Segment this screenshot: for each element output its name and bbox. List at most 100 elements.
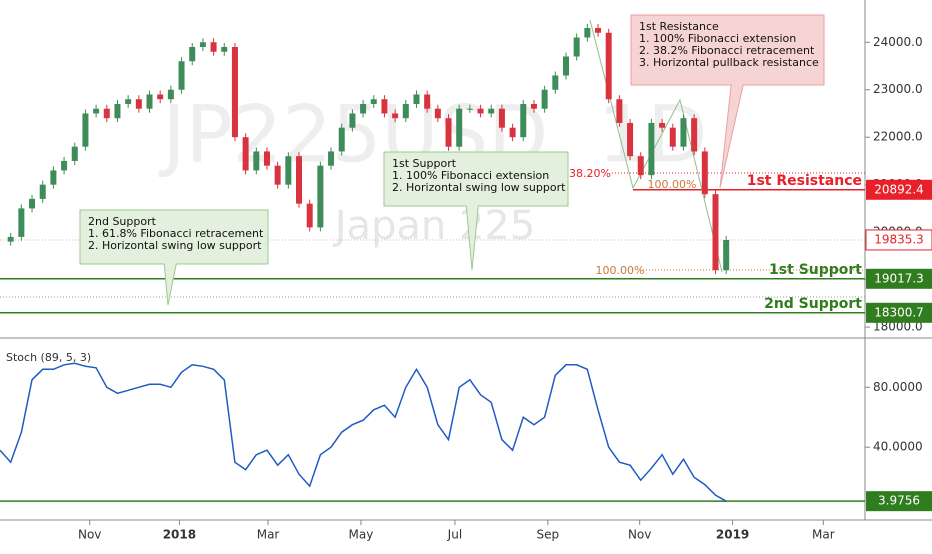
last-price-box [865, 229, 932, 251]
candle [627, 122, 634, 157]
callout-text: 3. Horizontal pullback resistance [639, 56, 819, 69]
candle [167, 89, 174, 100]
candle [210, 42, 217, 52]
x-tick-label: 2018 [163, 528, 196, 542]
callout-text: 2. Horizontal swing low support [392, 181, 566, 194]
candle [541, 89, 548, 109]
y-tick-label: 18000.0 [873, 320, 923, 334]
candle [50, 170, 57, 185]
candle [498, 108, 505, 128]
candle [29, 198, 36, 209]
last-price: 19835.3 [874, 232, 924, 246]
candle [392, 113, 399, 119]
callout-text: 1. 61.8% Fibonacci retracement [88, 227, 264, 240]
candle [477, 108, 484, 114]
candle [7, 236, 14, 242]
candle [402, 103, 409, 119]
candle [573, 37, 580, 57]
x-tick-label: Jul [447, 528, 462, 542]
candle [18, 208, 25, 237]
candle [39, 184, 46, 199]
candle [82, 113, 89, 147]
candle [712, 194, 719, 271]
candle [178, 61, 185, 90]
x-tick-label: Nov [628, 528, 651, 542]
candle [199, 42, 206, 47]
fib-label: 38.20% [569, 167, 611, 180]
callout [630, 14, 825, 189]
candle [360, 103, 367, 114]
candle [125, 99, 132, 104]
x-tick-label: Mar [257, 528, 280, 542]
x-tick-label: Sep [537, 528, 560, 542]
callout-text: 1. 100% Fibonacci extension [392, 169, 549, 182]
y-tick-label: 24000.0 [873, 35, 923, 49]
level-value-box [866, 179, 932, 200]
candle [93, 108, 100, 114]
candle [605, 32, 612, 100]
level-value: 20892.4 [874, 182, 924, 196]
candle [103, 108, 110, 119]
candle [296, 156, 303, 204]
y-tick-label: 23000.0 [873, 82, 923, 96]
candle [434, 108, 441, 119]
fib-guide [589, 19, 723, 273]
x-tick-label: May [349, 528, 374, 542]
callout [383, 151, 569, 271]
candle [370, 99, 377, 104]
candle [445, 118, 452, 147]
candle [669, 127, 676, 147]
x-tick-label: Nov [78, 528, 101, 542]
candle [466, 108, 473, 110]
candle [328, 151, 335, 166]
candle [189, 46, 196, 62]
level-name: 2nd Support [764, 296, 862, 312]
candle [616, 99, 623, 123]
x-tick-label: 2019 [716, 528, 749, 542]
candle [231, 46, 238, 138]
watermark-subtitle: Japan 225 [332, 203, 536, 249]
candle [723, 239, 730, 271]
candle [274, 165, 281, 185]
level-value-box [866, 302, 932, 323]
candle [253, 151, 260, 171]
candle [157, 94, 164, 100]
candle [562, 56, 569, 76]
candle [691, 118, 698, 152]
candle [680, 118, 687, 147]
candle [338, 127, 345, 152]
candle [114, 103, 121, 119]
candle [520, 103, 527, 138]
callout [79, 209, 269, 306]
level-value: 18300.7 [874, 305, 924, 319]
candle [595, 28, 602, 33]
candle [381, 99, 388, 114]
candle [648, 122, 655, 176]
stoch-line [0, 362, 727, 502]
candle [488, 108, 495, 114]
stoch-level-value: 3.9756 [878, 494, 920, 508]
callout-text: 1st Resistance [639, 20, 719, 33]
candle [242, 137, 249, 171]
candle [349, 113, 356, 128]
level-name: 1st Resistance [747, 173, 862, 189]
candle [552, 75, 559, 90]
callout-text: 2. Horizontal swing low support [88, 239, 262, 252]
candle [637, 156, 644, 176]
callout-text: 1. 100% Fibonacci extension [639, 32, 796, 45]
callout-text: 1st Support [392, 157, 457, 170]
stoch-level-box [866, 491, 932, 512]
x-tick-label: Mar [812, 528, 835, 542]
candle [509, 127, 516, 138]
candle [413, 94, 420, 104]
candle [530, 103, 537, 109]
level-name: 1st Support [769, 262, 862, 278]
candle [263, 151, 270, 166]
indicator-title: Stoch (89, 5, 3) [6, 351, 91, 364]
candle [306, 203, 313, 228]
candle [424, 94, 431, 109]
candle [659, 122, 666, 128]
callout-text: 2. 38.2% Fibonacci retracement [639, 44, 815, 57]
